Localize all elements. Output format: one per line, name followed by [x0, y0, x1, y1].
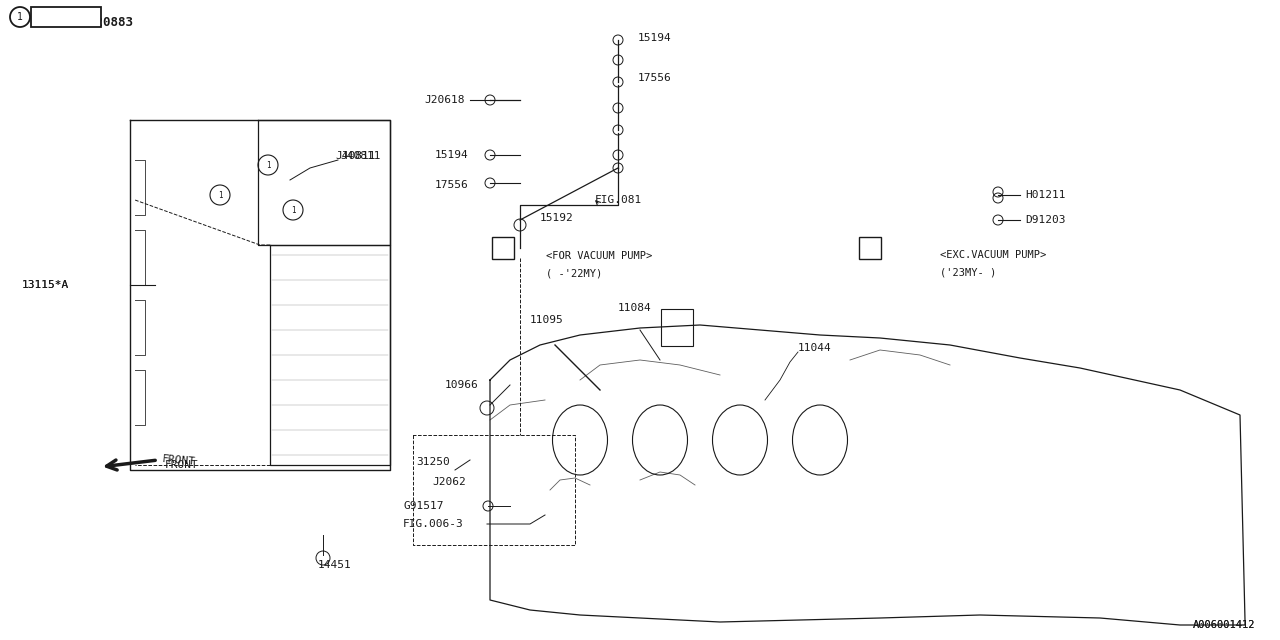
Text: J20883: J20883	[44, 10, 88, 24]
Text: FIG.006-3: FIG.006-3	[403, 519, 463, 529]
Text: <FOR VACUUM PUMP>: <FOR VACUUM PUMP>	[547, 251, 653, 261]
Text: 15194: 15194	[637, 33, 672, 43]
Text: 1: 1	[17, 12, 23, 22]
Text: 11084: 11084	[618, 303, 652, 313]
Text: FRONT: FRONT	[163, 454, 197, 467]
Text: J2062: J2062	[433, 477, 466, 487]
Text: 10966: 10966	[445, 380, 479, 390]
Text: ( -'22MY): ( -'22MY)	[547, 268, 603, 278]
Text: 17556: 17556	[637, 73, 672, 83]
Text: A: A	[500, 243, 506, 253]
Text: G91517: G91517	[403, 501, 443, 511]
Text: 14451: 14451	[317, 560, 352, 570]
Text: 15192: 15192	[540, 213, 573, 223]
Text: J20618: J20618	[425, 95, 465, 105]
Text: H01211: H01211	[1025, 190, 1065, 200]
Text: 1: 1	[291, 205, 296, 214]
Text: 11044: 11044	[797, 343, 832, 353]
FancyBboxPatch shape	[31, 7, 101, 27]
Text: J40811: J40811	[340, 151, 380, 161]
FancyBboxPatch shape	[859, 237, 881, 259]
Text: A006001412: A006001412	[1193, 620, 1254, 630]
FancyBboxPatch shape	[492, 237, 515, 259]
Text: 1: 1	[266, 161, 270, 170]
Text: 1: 1	[218, 191, 223, 200]
Text: A: A	[867, 243, 873, 253]
Text: J20883: J20883	[88, 15, 133, 29]
Text: 17556: 17556	[434, 180, 468, 190]
Text: J40811: J40811	[335, 151, 375, 161]
Text: D91203: D91203	[1025, 215, 1065, 225]
Text: 13115*A: 13115*A	[22, 280, 69, 290]
Text: ('23MY- ): ('23MY- )	[940, 267, 996, 277]
Text: FRONT: FRONT	[165, 460, 198, 470]
Text: 11095: 11095	[530, 315, 563, 325]
Text: <EXC.VACUUM PUMP>: <EXC.VACUUM PUMP>	[940, 250, 1046, 260]
Text: 31250: 31250	[416, 457, 449, 467]
FancyBboxPatch shape	[660, 309, 692, 346]
Text: 15194: 15194	[434, 150, 468, 160]
Text: FIG.081: FIG.081	[595, 195, 643, 205]
Text: 13115*A: 13115*A	[22, 280, 69, 290]
Text: A006001412: A006001412	[1193, 620, 1254, 630]
